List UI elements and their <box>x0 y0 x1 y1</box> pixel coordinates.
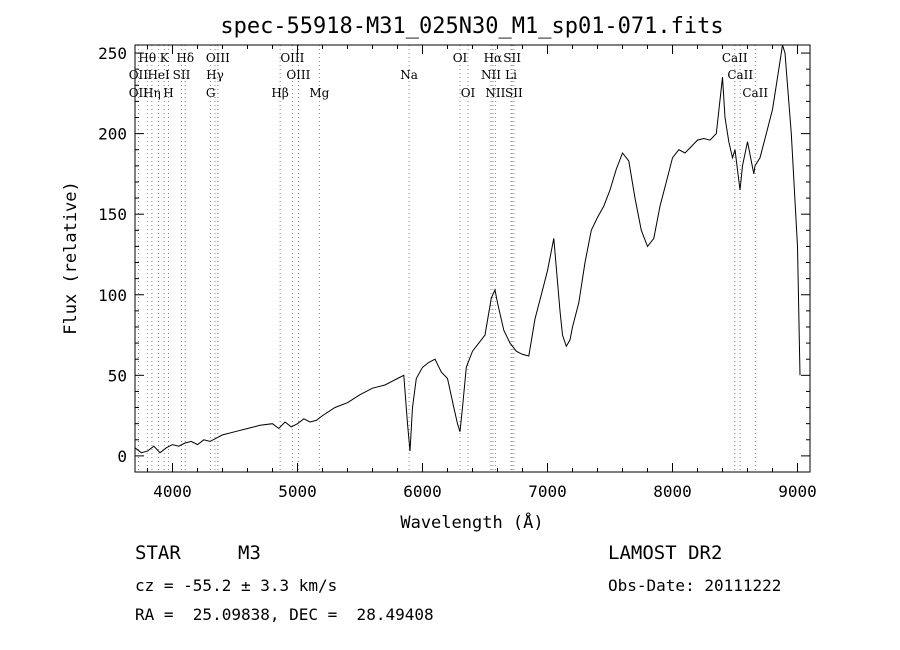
line-label-5: OI <box>453 51 468 65</box>
x-tick-label-4: 8000 <box>653 482 692 501</box>
y-tick-label-0: 0 <box>117 447 127 466</box>
line-label-16: Li <box>505 68 517 82</box>
line-label-3: OIII <box>206 51 230 65</box>
line-markers <box>137 45 756 472</box>
line-label-10: HeI <box>147 68 170 82</box>
line-label-4: OIII <box>280 51 304 65</box>
line-label-25: NII <box>485 86 505 100</box>
spectrum-line <box>134 44 801 454</box>
line-label-11: SII <box>173 68 191 82</box>
line-label-0: Hθ <box>138 51 156 65</box>
line-label-12: Hγ <box>206 68 224 82</box>
y-tick-label-4: 200 <box>98 125 127 144</box>
obs-date: Obs-Date: 20111222 <box>608 576 782 595</box>
x-tick-label-3: 7000 <box>528 482 567 501</box>
spectrum-chart: spec-55918-M31_025N30_M1_sp01-071.fits H… <box>61 14 817 533</box>
y-axis-ticks: 0 50 100 150 200 250 <box>98 44 810 473</box>
redshift-cz: cz = -55.2 ± 3.3 km/s <box>135 576 338 595</box>
line-label-15: NII <box>481 68 501 82</box>
x-axis-label: Wavelength (Å) <box>400 511 543 533</box>
y-tick-label-3: 150 <box>98 205 127 224</box>
x-tick-label-1: 5000 <box>278 482 317 501</box>
object-class: STAR <box>135 542 181 564</box>
line-label-27: CaII <box>742 86 768 100</box>
line-label-18: OII <box>129 86 149 100</box>
line-label-21: G <box>206 86 216 100</box>
line-label-14: Na <box>400 68 418 82</box>
line-label-23: Mg <box>309 86 329 100</box>
object-subclass: M3 <box>238 542 261 564</box>
line-label-2: Hδ <box>176 51 194 65</box>
line-label-9: OII <box>129 68 149 82</box>
line-label-19: Hη <box>143 86 161 100</box>
x-tick-label-5: 9000 <box>778 482 817 501</box>
line-label-1: K <box>160 51 170 65</box>
x-tick-label-0: 4000 <box>153 482 192 501</box>
x-axis-ticks: 4000 5000 6000 7000 8000 9000 <box>147 45 817 501</box>
y-tick-label-2: 100 <box>98 286 127 305</box>
line-label-24: OI <box>461 86 476 100</box>
plot-frame <box>134 44 811 473</box>
ra-dec: RA = 25.09838, DEC = 28.49408 <box>135 605 434 624</box>
line-label-8: CaII <box>722 51 748 65</box>
line-label-20: H <box>163 86 173 100</box>
x-tick-label-2: 6000 <box>403 482 442 501</box>
line-label-17: CaII <box>727 68 753 82</box>
line-label-22: Hβ <box>271 86 288 100</box>
line-label-6: Hα <box>484 51 503 65</box>
y-tick-label-5: 250 <box>98 44 127 63</box>
line-label-26: SII <box>505 86 523 100</box>
y-axis-label: Flux (relative) <box>61 181 81 335</box>
line-label-13: OIII <box>286 68 310 82</box>
chart-title: spec-55918-M31_025N30_M1_sp01-071.fits <box>220 14 723 39</box>
y-tick-label-1: 50 <box>108 366 127 385</box>
survey-name: LAMOST DR2 <box>608 542 723 564</box>
line-label-7: SII <box>503 51 521 65</box>
